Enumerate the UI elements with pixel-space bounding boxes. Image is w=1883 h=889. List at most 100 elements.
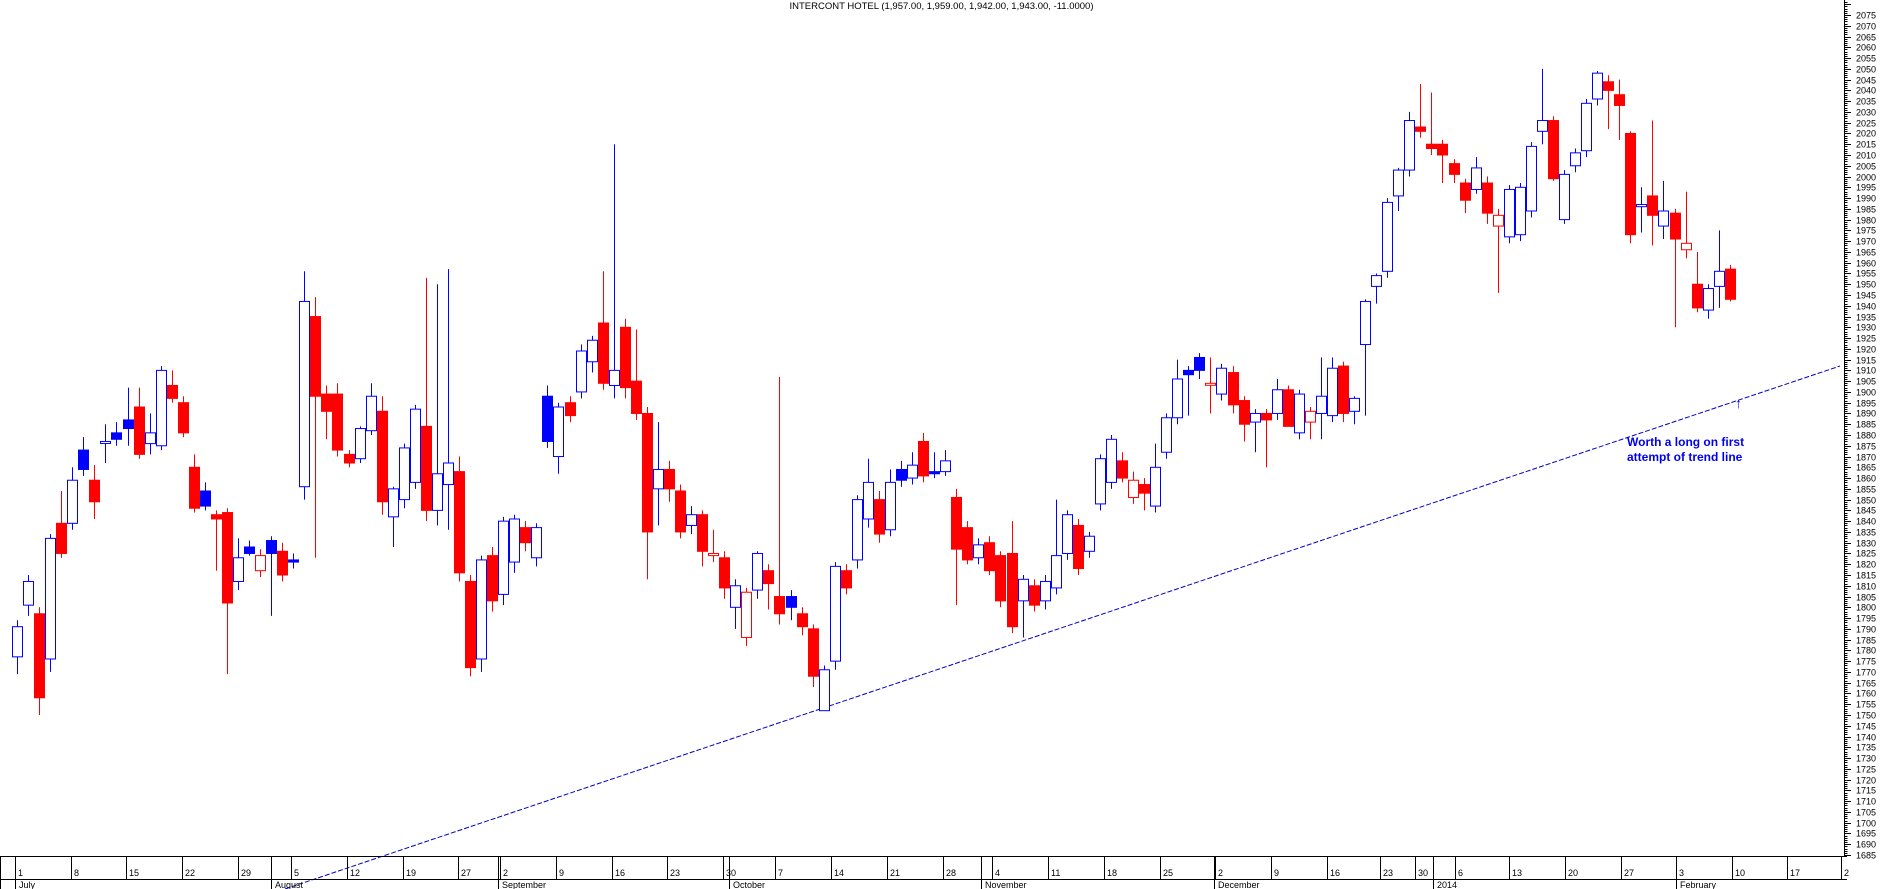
- price-tick-label: 1870: [1856, 453, 1876, 463]
- candle: [708, 529, 719, 563]
- candle: [786, 590, 797, 621]
- date-tick-label: 20: [1568, 868, 1578, 878]
- candle: [332, 383, 343, 457]
- candle: [808, 624, 819, 687]
- candle: [255, 549, 266, 578]
- price-tick-label: 1920: [1856, 345, 1876, 355]
- candle: [222, 508, 233, 675]
- candle: [1327, 357, 1338, 423]
- candle: [962, 521, 973, 565]
- price-tick-label: 1755: [1856, 700, 1876, 710]
- month-label: 2014: [1437, 880, 1457, 889]
- price-tick-label: 1845: [1856, 506, 1876, 516]
- candle: [907, 452, 918, 485]
- candle: [1493, 208, 1504, 293]
- candle: [1216, 363, 1227, 401]
- price-tick-label: 2035: [1856, 97, 1876, 107]
- candle: [587, 335, 598, 373]
- candle: [134, 387, 145, 459]
- price-tick-label: 1890: [1856, 409, 1876, 419]
- candle: [1250, 409, 1261, 453]
- candle: [410, 404, 421, 489]
- candle: [774, 376, 785, 625]
- price-tick-label: 1695: [1856, 829, 1876, 839]
- candle: [520, 521, 531, 552]
- chart-title: INTERCONT HOTEL (1,957.00, 1,959.00, 1,9…: [789, 1, 1094, 12]
- candle: [1018, 575, 1029, 638]
- candle: [542, 385, 553, 448]
- candle: [863, 458, 874, 528]
- candle: [1349, 396, 1360, 425]
- candle: [1714, 230, 1725, 308]
- candle: [178, 396, 189, 438]
- price-tick-label: 1785: [1856, 636, 1876, 646]
- candle: [697, 510, 708, 567]
- price-tick-label: 2005: [1856, 162, 1876, 172]
- date-tick-label: 2: [503, 868, 508, 878]
- month-label: February: [1680, 880, 1717, 889]
- month-label: September: [502, 880, 546, 889]
- candle: [598, 271, 609, 390]
- price-axis: 1685169016951700170517101715172017251730…: [1844, 0, 1876, 861]
- candle: [984, 536, 995, 575]
- date-tick-label: 27: [461, 868, 471, 878]
- price-tick-label: 1805: [1856, 593, 1876, 603]
- price-tick-label: 2050: [1856, 65, 1876, 75]
- candle: [730, 579, 741, 629]
- up-arrow-icon: ↑: [1735, 395, 1742, 411]
- candle: [1559, 170, 1570, 224]
- candle: [1592, 71, 1603, 106]
- price-tick-label: 1965: [1856, 248, 1876, 258]
- candle: [1437, 139, 1448, 183]
- price-tick-label: 1880: [1856, 431, 1876, 441]
- candle: [819, 665, 830, 712]
- candle: [1106, 435, 1117, 489]
- price-tick-label: 1790: [1856, 625, 1876, 635]
- candle: [1283, 385, 1294, 427]
- candle: [366, 383, 377, 435]
- month-label: October: [733, 880, 765, 889]
- candle: [1194, 353, 1205, 379]
- candle: [576, 344, 587, 399]
- candle: [266, 536, 277, 616]
- price-tick-label: 1750: [1856, 711, 1876, 721]
- price-tick-label: 1885: [1856, 420, 1876, 430]
- candle: [1117, 452, 1128, 483]
- price-tick-label: 1930: [1856, 323, 1876, 333]
- date-tick-label: 3: [1679, 868, 1684, 878]
- candle: [929, 452, 940, 479]
- candle: [1172, 359, 1183, 425]
- date-tick-label: 23: [1383, 868, 1393, 878]
- price-tick-label: 2020: [1856, 129, 1876, 139]
- date-tick-label: 8: [74, 868, 79, 878]
- date-tick-label: 6: [1458, 868, 1463, 878]
- candle: [1670, 208, 1681, 328]
- price-tick-label: 1935: [1856, 313, 1876, 323]
- candle: [454, 456, 465, 582]
- date-tick-label: 23: [670, 868, 680, 878]
- candle: [1603, 75, 1614, 130]
- price-tick-label: 1820: [1856, 560, 1876, 570]
- candle: [918, 432, 929, 483]
- price-tick-label: 1690: [1856, 840, 1876, 850]
- candle: [1150, 443, 1161, 513]
- candle: [631, 329, 642, 420]
- price-tick-label: 2065: [1856, 33, 1876, 43]
- candle: [1426, 92, 1437, 155]
- price-tick-label: 1780: [1856, 646, 1876, 656]
- candle: [1084, 531, 1095, 558]
- candle: [565, 396, 576, 423]
- candle: [487, 547, 498, 612]
- candle: [67, 467, 78, 530]
- date-tick-label: 30: [1418, 868, 1428, 878]
- candle: [741, 587, 752, 647]
- month-label: November: [985, 880, 1027, 889]
- annotation-line-2: attempt of trend line: [1627, 450, 1743, 464]
- price-tick-label: 1990: [1856, 194, 1876, 204]
- candle: [189, 454, 200, 513]
- annotation-note: Worth a long on first attempt of trend l…: [1627, 435, 1744, 465]
- candle: [111, 422, 122, 446]
- price-tick-label: 1710: [1856, 797, 1876, 807]
- candle: [1139, 478, 1150, 511]
- candle: [686, 506, 697, 535]
